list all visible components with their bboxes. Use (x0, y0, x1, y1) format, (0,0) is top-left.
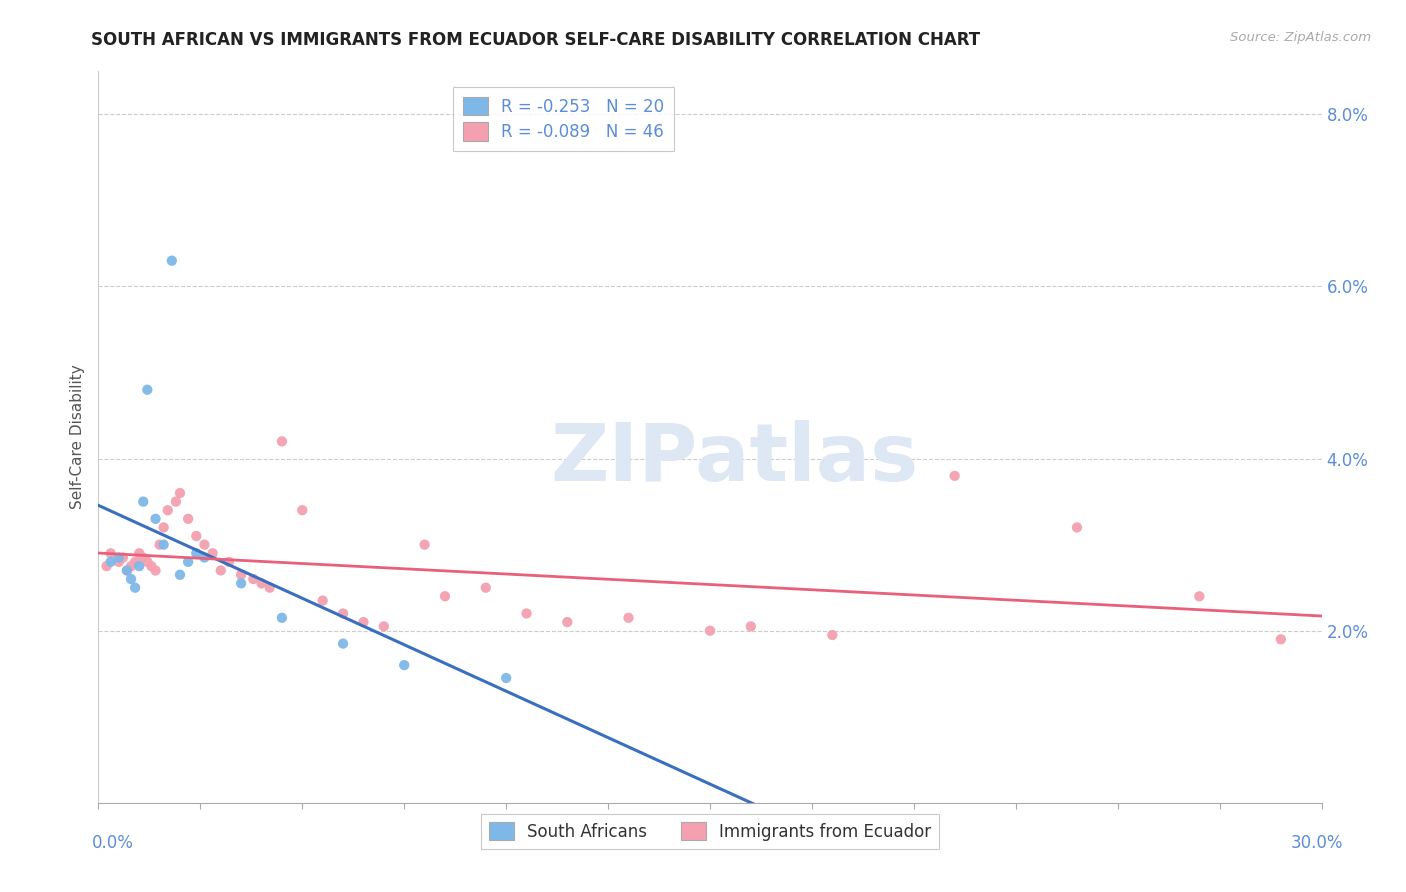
Text: SOUTH AFRICAN VS IMMIGRANTS FROM ECUADOR SELF-CARE DISABILITY CORRELATION CHART: SOUTH AFRICAN VS IMMIGRANTS FROM ECUADOR… (91, 31, 980, 49)
Point (413, 538, 436, 552)
Text: 0.0%: 0.0% (91, 834, 134, 852)
Point (115, 564, 138, 578)
Point (193, 550, 215, 565)
Point (352, 615, 374, 629)
Point (332, 607, 354, 621)
Point (132, 494, 155, 508)
Point (250, 576, 273, 591)
Point (145, 564, 167, 578)
Point (943, 468, 966, 483)
Y-axis label: Self-Care Disability: Self-Care Disability (70, 365, 86, 509)
Point (740, 619, 762, 633)
Point (115, 564, 138, 578)
Point (169, 486, 191, 500)
Point (1270, 632, 1292, 647)
Point (136, 383, 159, 397)
Point (124, 555, 146, 569)
Point (1066, 520, 1088, 534)
Point (270, 611, 294, 625)
Point (495, 671, 517, 685)
Point (821, 628, 844, 642)
Point (124, 581, 146, 595)
Point (128, 559, 150, 574)
Point (373, 619, 395, 633)
Point (617, 611, 640, 625)
Point (128, 546, 150, 560)
Point (108, 550, 131, 565)
Point (120, 572, 142, 586)
Point (100, 555, 122, 569)
Point (120, 559, 142, 574)
Point (111, 550, 134, 565)
Point (231, 576, 253, 591)
Point (136, 555, 159, 569)
Point (474, 581, 498, 595)
Point (259, 581, 281, 595)
Point (201, 546, 224, 560)
Point (177, 512, 200, 526)
Point (433, 589, 456, 603)
Point (186, 546, 208, 560)
Point (1188, 589, 1211, 603)
Point (392, 658, 416, 673)
Point (242, 572, 264, 586)
Text: 30.0%: 30.0% (1291, 834, 1343, 852)
Point (218, 555, 240, 569)
Point (165, 494, 187, 508)
Point (156, 503, 179, 517)
Point (152, 520, 174, 534)
Point (132, 550, 155, 565)
Point (177, 555, 200, 569)
Point (699, 624, 721, 638)
Point (291, 503, 314, 517)
Point (555, 615, 579, 629)
Point (152, 538, 174, 552)
Point (169, 567, 191, 582)
Point (209, 564, 232, 578)
Point (332, 637, 354, 651)
Point (100, 546, 122, 560)
Point (231, 567, 253, 582)
Text: ZIPatlas: ZIPatlas (550, 420, 918, 498)
Text: Source: ZipAtlas.com: Source: ZipAtlas.com (1230, 31, 1371, 45)
Point (96, 559, 118, 574)
Point (516, 607, 538, 621)
Legend: South Africans, Immigrants from Ecuador: South Africans, Immigrants from Ecuador (481, 814, 939, 849)
Point (186, 529, 208, 543)
Point (145, 512, 167, 526)
Point (149, 538, 172, 552)
Point (193, 538, 215, 552)
Point (312, 593, 335, 607)
Point (270, 434, 294, 449)
Point (141, 559, 163, 574)
Point (108, 555, 131, 569)
Point (160, 253, 183, 268)
